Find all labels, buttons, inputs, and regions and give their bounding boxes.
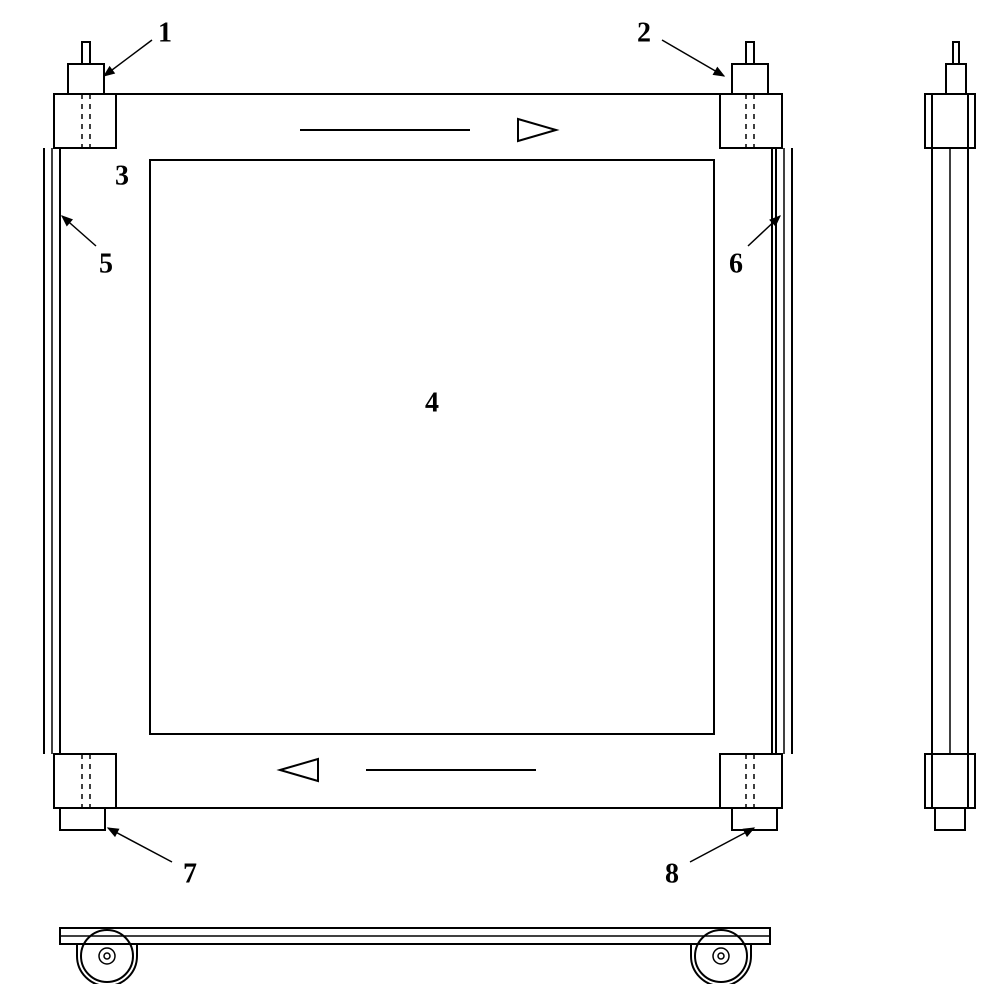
neck-tr-0 xyxy=(732,64,768,94)
stem-tl-0 xyxy=(82,42,90,64)
label-7: 7 xyxy=(183,858,197,889)
stem-tr-0 xyxy=(746,42,754,64)
label-3: 3 xyxy=(115,160,129,191)
corner-block-br xyxy=(720,754,782,808)
label-6: 6 xyxy=(729,248,743,279)
label-2: 2 xyxy=(637,17,651,48)
label-1: 1 xyxy=(158,17,172,48)
corner-block-bl xyxy=(54,754,116,808)
corner-block-tl xyxy=(54,94,116,148)
label-8: 8 xyxy=(665,858,679,889)
neck-tl-0 xyxy=(68,64,104,94)
foot-bl xyxy=(60,808,105,830)
neck-tl-1 xyxy=(946,64,966,94)
corner-block-tr xyxy=(720,94,782,148)
label-5: 5 xyxy=(99,248,113,279)
side-foot xyxy=(935,808,965,830)
stem-tl-1 xyxy=(953,42,959,64)
foot-br xyxy=(732,808,777,830)
technical-diagram: 1 2 3 4 5 6 7 8 xyxy=(0,0,1000,984)
label-4: 4 xyxy=(425,387,439,418)
